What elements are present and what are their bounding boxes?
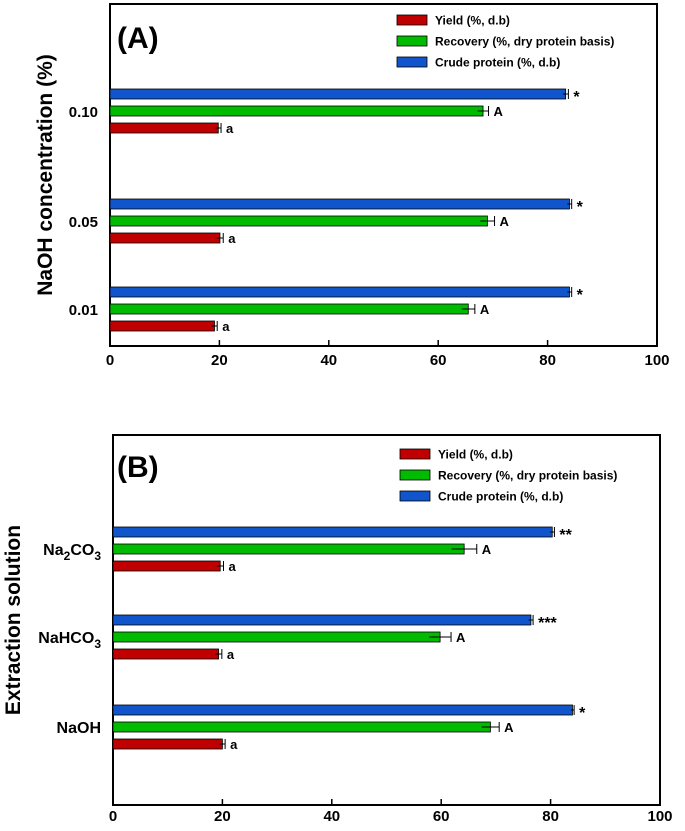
legend-swatch-recovery [396, 35, 428, 47]
significance-label: A [500, 214, 510, 229]
y-tick-label: NaOH [57, 720, 101, 737]
x-tick-label: 80 [542, 808, 559, 825]
y-axis-label: Extraction solution [2, 525, 25, 715]
y-tick-label: NaHCO3 [38, 630, 101, 651]
legend-label-yield: Yield (%, d.b) [435, 14, 510, 28]
legend-swatch-yield [396, 14, 428, 26]
significance-label: A [456, 630, 466, 645]
significance-label: a [227, 647, 235, 662]
x-tick-label: 20 [211, 352, 228, 369]
bar-recovery [109, 215, 488, 227]
y-tick-label: 0.01 [69, 302, 98, 319]
x-tick-label: 40 [323, 808, 340, 825]
bar-crude-protein [109, 88, 567, 100]
bar-yield [109, 232, 221, 244]
legend-swatch-crude-protein [399, 490, 431, 502]
significance-label: * [577, 287, 584, 304]
bar-crude-protein [112, 526, 553, 538]
bar-crude-protein [109, 198, 570, 210]
y-tick-label: 0.10 [69, 104, 98, 121]
bar-crude-protein [109, 286, 570, 298]
bar-yield [112, 738, 223, 750]
significance-label: a [228, 559, 236, 574]
panel-label: (B) [117, 451, 159, 484]
bar-yield [112, 648, 219, 660]
legend-swatch-yield [399, 448, 431, 460]
y-axis-label: NaOH concentration (%) [34, 54, 57, 296]
significance-label: a [226, 121, 234, 136]
significance-label: A [480, 302, 490, 317]
bar-recovery [109, 303, 469, 315]
x-tick-label: 0 [106, 352, 114, 369]
x-tick-label: 40 [320, 352, 337, 369]
significance-label: *** [538, 615, 557, 632]
significance-label: * [573, 89, 580, 106]
bar-recovery [112, 721, 491, 733]
y-tick-label: Na2CO3 [43, 542, 101, 563]
x-tick-label: 0 [109, 808, 117, 825]
bar-yield [109, 122, 219, 134]
significance-label: * [579, 705, 586, 722]
bar-yield [112, 560, 221, 572]
bar-yield [109, 320, 215, 332]
plot-frame [109, 3, 658, 347]
significance-label: ** [559, 527, 572, 544]
legend-label-crude-protein: Crude protein (%, d.b) [435, 56, 560, 70]
x-tick-label: 80 [539, 352, 556, 369]
bar-crude-protein [112, 614, 532, 626]
x-tick-label: 60 [433, 808, 450, 825]
bar-recovery [112, 543, 465, 555]
bar-crude-protein [112, 704, 573, 716]
significance-label: A [494, 104, 504, 119]
legend-swatch-recovery [399, 469, 431, 481]
y-tick-label: 0.05 [69, 214, 98, 231]
chart-panel-b: 0 20 40 60 80 100 (B) Extraction solution Yield … [2, 434, 673, 825]
bar-recovery [109, 105, 484, 117]
x-tick-label: 60 [430, 352, 447, 369]
legend-label-yield: Yield (%, d.b) [438, 448, 513, 462]
x-tick-label: 100 [647, 808, 672, 825]
chart-panel-a: 0 20 40 60 80 100 (A) NaOH concentration (%) Yie… [34, 3, 670, 369]
significance-label: a [222, 319, 230, 334]
x-tick-label: 20 [214, 808, 231, 825]
significance-label: A [482, 542, 492, 557]
legend-label-recovery: Recovery (%, dry protein basis) [435, 35, 614, 49]
legend-label-crude-protein: Crude protein (%, d.b) [438, 490, 563, 504]
bar-recovery [112, 631, 441, 643]
legend-label-recovery: Recovery (%, dry protein basis) [438, 469, 617, 483]
x-tick-label: 100 [644, 352, 669, 369]
significance-label: a [228, 231, 236, 246]
legend-swatch-crude-protein [396, 56, 428, 68]
significance-label: * [577, 199, 584, 216]
panel-label: (A) [117, 22, 159, 55]
significance-label: A [504, 720, 514, 735]
significance-label: a [230, 737, 238, 752]
